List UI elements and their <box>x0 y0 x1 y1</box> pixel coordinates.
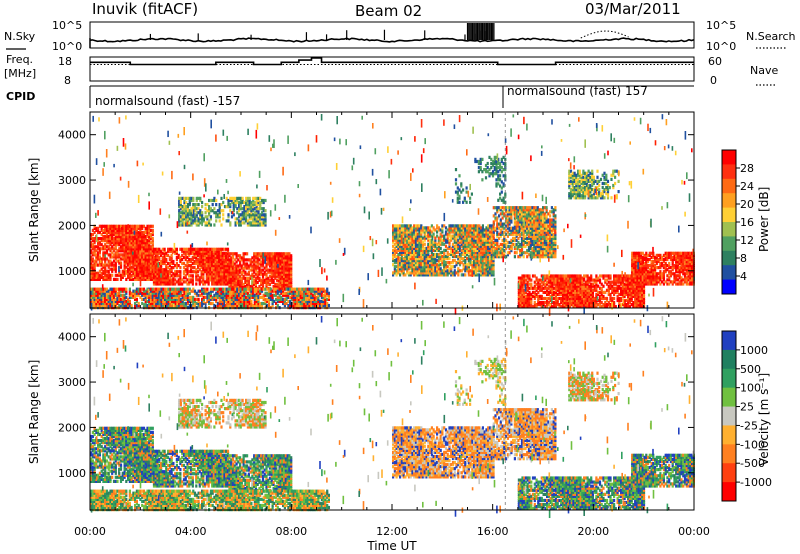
heatmap-cell <box>152 225 154 228</box>
heatmap-cell <box>198 203 200 206</box>
nave-tick-top: 60 <box>708 55 722 68</box>
heatmap-cell <box>326 288 328 291</box>
heatmap-cell <box>164 248 166 251</box>
heatmap-cell <box>448 257 450 260</box>
heatmap-cell <box>152 237 154 240</box>
freq-line <box>90 58 694 65</box>
heatmap-cell <box>246 252 248 255</box>
nsky-panel <box>90 22 694 48</box>
heatmap-cell <box>215 199 217 202</box>
heatmap-cell <box>213 207 215 210</box>
nsky-tick-bottom: 10^0 <box>52 40 82 53</box>
heatmap-cell <box>222 209 224 212</box>
heatmap-cell <box>116 278 118 281</box>
heatmap-cell <box>264 199 266 202</box>
heatmap-cell <box>205 296 207 299</box>
heatmap-cell <box>328 304 330 307</box>
heatmap-cell <box>192 274 194 277</box>
heatmap-cell <box>220 223 222 226</box>
heatmap-cell <box>222 217 224 220</box>
power-heatmap <box>90 114 695 316</box>
heatmap-cell <box>249 197 251 200</box>
heatmap-cell <box>138 302 140 305</box>
heatmap-cell <box>201 201 203 204</box>
heatmap-cell <box>250 300 252 303</box>
nsky-line <box>90 38 694 42</box>
heatmap-cell <box>229 221 231 224</box>
heatmap-cell <box>433 233 435 236</box>
date-title: 03/Mar/2011 <box>585 0 681 18</box>
heatmap-cell <box>198 298 200 301</box>
heatmap-cell <box>129 288 131 291</box>
freq-tick-bottom: 8 <box>64 74 71 87</box>
heatmap-cell <box>192 197 194 200</box>
heatmap-cell <box>176 248 178 251</box>
nsky-label: N.Sky <box>4 30 36 43</box>
heatmap-cell <box>220 197 222 200</box>
heatmap-cell <box>210 223 212 226</box>
heatmap-cell <box>210 215 212 218</box>
nave-label: Nave <box>750 64 778 77</box>
nsky-tick-top: 10^5 <box>52 19 82 32</box>
nsearch-tick-bottom: 10^0 <box>706 40 736 53</box>
heatmap-cell <box>171 254 173 257</box>
cpid-right-mode: normalsound (fast) 157 <box>507 84 648 98</box>
heatmap-cell <box>222 213 224 216</box>
heatmap-cell <box>215 219 217 222</box>
heatmap-cell <box>424 243 426 246</box>
radar-summary-plot: Inuvik (fitACF) Beam 02 03/Mar/2011 N.Sk… <box>0 0 800 554</box>
freq-units: [MHz] <box>4 67 36 80</box>
cpid-left-mode: normalsound (fast) -157 <box>95 94 240 108</box>
heatmap-cell <box>290 254 292 257</box>
heatmap-cell <box>141 302 143 305</box>
freq-panel <box>90 57 694 81</box>
freq-tick-top: 18 <box>58 55 72 68</box>
heatmap-cell <box>213 304 215 307</box>
freq-label: Freq. <box>6 53 33 66</box>
beam-title: Beam 02 <box>355 2 422 20</box>
nsearch-line <box>581 31 629 38</box>
heatmap-cell <box>201 205 203 208</box>
heatmap-cell <box>179 266 181 269</box>
heatmap-cell <box>111 274 113 277</box>
heatmap-cell <box>129 300 131 303</box>
nsearch-tick-top: 10^5 <box>706 19 736 32</box>
heatmap-cell <box>212 203 214 206</box>
heatmap-cell <box>219 219 221 222</box>
heatmap-cell <box>464 273 466 276</box>
heatmap-cell <box>264 209 266 212</box>
heatmap-cell <box>179 270 181 273</box>
heatmap-cell <box>482 224 484 227</box>
heatmap-cell <box>131 304 133 307</box>
heatmap-cell <box>195 282 197 285</box>
heatmap-cell <box>152 229 154 232</box>
heatmap-cell <box>172 260 174 263</box>
heatmap-cell <box>227 213 229 216</box>
nsky-trace <box>90 23 694 48</box>
heatmap-cell <box>125 288 127 291</box>
heatmap-cell <box>199 197 201 200</box>
heatmap-cell <box>227 248 229 251</box>
heatmap-cell <box>440 247 442 250</box>
heatmap-cell <box>206 288 208 291</box>
heatmap-cell <box>328 292 330 295</box>
heatmap-cell <box>213 223 215 226</box>
heatmap-cell <box>222 201 224 204</box>
heatmap-cell <box>136 298 138 301</box>
nsearch-label: N.Search <box>746 30 796 43</box>
heatmap-cell <box>201 211 203 214</box>
heatmap-cell <box>165 258 167 261</box>
nave-tick-bottom: 0 <box>710 74 717 87</box>
heatmap-cell <box>215 203 217 206</box>
cpid-label: CPID <box>6 90 35 103</box>
heatmap-cell <box>242 197 244 200</box>
freq-trace <box>90 58 694 65</box>
station-title: Inuvik (fitACF) <box>92 0 198 18</box>
